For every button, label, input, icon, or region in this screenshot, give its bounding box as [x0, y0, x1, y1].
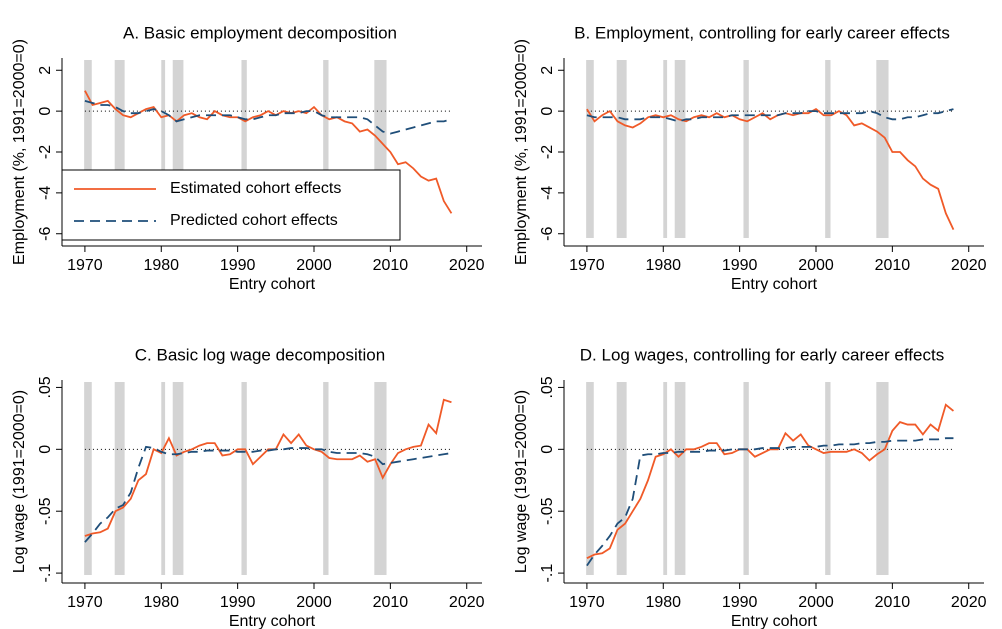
x-tick-label: 1990	[220, 594, 256, 611]
x-axis-title: Entry cohort	[731, 276, 818, 293]
x-tick-label: 2000	[798, 257, 834, 274]
series-line	[84, 90, 453, 214]
shaded-period	[172, 60, 184, 238]
y-tick-label: 0	[37, 445, 54, 454]
shaded-period	[743, 60, 749, 238]
series-line	[84, 445, 452, 543]
y-tick-label: .05	[37, 376, 54, 398]
series-line	[586, 108, 955, 231]
y-tick-label: .05	[539, 376, 556, 398]
shaded-period	[674, 60, 686, 238]
y-tick-label: -2	[37, 145, 54, 159]
shaded-period	[84, 382, 92, 575]
shaded-period	[241, 382, 247, 575]
y-tick-label: 0	[539, 445, 556, 454]
x-tick-label: 1990	[220, 257, 256, 274]
series-line	[84, 100, 452, 135]
x-tick-label: 2010	[875, 257, 911, 274]
y-tick-label: -4	[37, 186, 54, 200]
y-tick-label: -.05	[37, 497, 54, 525]
shaded-period	[114, 382, 125, 575]
x-tick-label: 1970	[569, 594, 605, 611]
shaded-period	[876, 60, 889, 238]
legend-label: Predicted cohort effects	[170, 212, 338, 229]
x-tick-label: 1980	[143, 594, 179, 611]
series-line	[84, 398, 452, 537]
x-tick-label: 1970	[67, 594, 103, 611]
x-tick-label: 2010	[373, 594, 409, 611]
y-axis-title: Employment (%, 1991=2000=0)	[11, 39, 28, 265]
shaded-period	[616, 60, 627, 238]
shaded-period	[161, 60, 166, 238]
shaded-period	[241, 60, 247, 238]
shaded-period	[84, 60, 92, 238]
series-line	[586, 108, 954, 123]
x-tick-label: 1990	[722, 594, 758, 611]
x-axis-title: Entry cohort	[229, 276, 316, 293]
x-axis-title: Entry cohort	[731, 613, 818, 629]
y-tick-label: 0	[539, 107, 556, 116]
series-line	[586, 437, 954, 567]
x-tick-label: 1990	[722, 257, 758, 274]
legend-label: Estimated cohort effects	[170, 180, 341, 197]
x-tick-label: 2000	[296, 594, 332, 611]
x-tick-label: 2000	[798, 594, 834, 611]
y-tick-label: 0	[37, 107, 54, 116]
x-tick-label: 1970	[67, 257, 103, 274]
x-tick-label: 2020	[951, 257, 987, 274]
y-tick-label: 2	[539, 66, 556, 75]
shaded-period	[586, 382, 594, 575]
y-axis-title: Employment (%, 1991=2000=0)	[513, 39, 530, 265]
shaded-period	[374, 382, 387, 575]
x-tick-label: 1980	[143, 257, 179, 274]
legend-box	[61, 169, 401, 241]
y-tick-label: -4	[539, 186, 556, 200]
panel-title: A. Basic employment decomposition	[123, 23, 397, 42]
shaded-period	[825, 60, 831, 238]
y-tick-label: -2	[539, 145, 556, 159]
shaded-period	[663, 60, 668, 238]
shaded-period	[114, 60, 125, 238]
x-tick-label: 1970	[569, 257, 605, 274]
y-tick-label: -6	[37, 227, 54, 241]
shaded-period	[674, 382, 686, 575]
shaded-period	[323, 382, 329, 575]
shaded-period	[161, 382, 166, 575]
shaded-period	[323, 60, 329, 238]
panel-title: B. Employment, controlling for early car…	[574, 23, 950, 42]
shaded-period	[825, 382, 831, 575]
shaded-period	[876, 382, 889, 575]
x-tick-label: 2010	[373, 257, 409, 274]
y-tick-label: 2	[37, 66, 54, 75]
y-axis-title: Log wage (1991=2000=0)	[513, 390, 530, 573]
series-line	[586, 403, 955, 560]
x-tick-label: 2000	[296, 257, 332, 274]
shaded-period	[586, 60, 594, 238]
y-tick-label: -.1	[37, 564, 54, 583]
x-tick-label: 1980	[645, 594, 681, 611]
x-tick-label: 2010	[875, 594, 911, 611]
x-tick-label: 2020	[449, 257, 485, 274]
x-tick-label: 2020	[951, 594, 987, 611]
shaded-period	[743, 382, 749, 575]
shaded-period	[663, 382, 668, 575]
x-axis-title: Entry cohort	[229, 613, 316, 629]
panel-title: C. Basic log wage decomposition	[135, 345, 385, 364]
y-axis-title: Log wage (1991=2000=0)	[11, 390, 28, 573]
panel-title: D. Log wages, controlling for early care…	[580, 345, 944, 364]
shaded-period	[172, 382, 184, 575]
y-tick-label: -.1	[539, 564, 556, 583]
shaded-period	[616, 382, 627, 575]
x-tick-label: 2020	[449, 594, 485, 611]
y-tick-label: -6	[539, 227, 556, 241]
x-tick-label: 1980	[645, 257, 681, 274]
y-tick-label: -.05	[539, 497, 556, 525]
